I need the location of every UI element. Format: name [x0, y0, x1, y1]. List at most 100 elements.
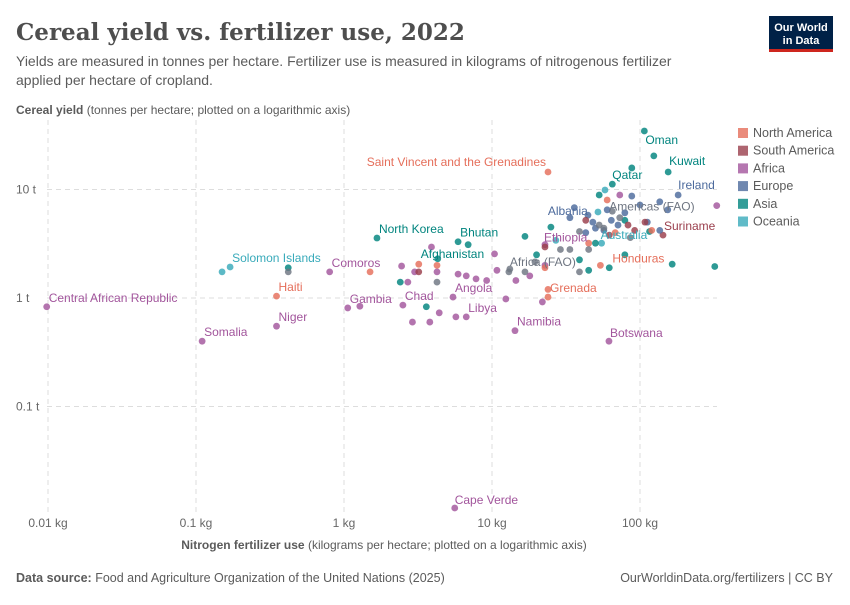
data-point[interactable]	[607, 216, 615, 224]
legend-item-na[interactable]: North America	[738, 126, 832, 140]
data-point[interactable]	[502, 295, 510, 303]
data-point[interactable]	[570, 204, 578, 212]
source-url-link[interactable]: OurWorldinData.org/fertilizers | CC BY	[620, 571, 833, 585]
data-point[interactable]	[628, 164, 636, 172]
legend-item-af[interactable]: Africa	[738, 161, 785, 175]
data-point[interactable]	[491, 250, 498, 258]
data-point[interactable]	[600, 224, 608, 232]
data-point[interactable]	[422, 303, 430, 311]
data-point[interactable]	[557, 246, 564, 253]
data-point[interactable]	[521, 232, 529, 240]
data-point-afghanistan[interactable]	[434, 255, 442, 263]
data-point[interactable]	[452, 313, 460, 321]
data-point[interactable]	[541, 243, 549, 251]
data-point[interactable]	[621, 209, 629, 217]
data-point[interactable]	[594, 208, 602, 216]
data-point-qatar[interactable]	[608, 180, 616, 188]
data-point[interactable]	[541, 264, 549, 272]
data-point[interactable]	[493, 266, 501, 274]
legend-item-oc[interactable]: Oceania	[738, 215, 800, 229]
data-point-libya[interactable]	[462, 313, 470, 321]
data-point-kuwait[interactable]	[664, 168, 672, 176]
data-point-solomon-islands[interactable]	[226, 263, 234, 271]
data-point[interactable]	[621, 216, 629, 224]
legend-item-sa[interactable]: South America	[738, 144, 834, 158]
data-point[interactable]	[616, 191, 624, 199]
data-point-australia[interactable]	[598, 239, 605, 247]
data-point[interactable]	[409, 318, 416, 326]
data-point[interactable]	[396, 278, 404, 286]
data-point[interactable]	[582, 216, 590, 224]
data-point[interactable]	[433, 261, 441, 269]
data-point[interactable]	[713, 202, 721, 210]
data-point[interactable]	[605, 264, 613, 272]
data-point[interactable]	[601, 186, 609, 194]
data-point-north-korea[interactable]	[373, 234, 381, 242]
data-point[interactable]	[603, 206, 611, 214]
data-point[interactable]	[538, 298, 546, 306]
data-point[interactable]	[584, 211, 592, 219]
data-point-grenada[interactable]	[544, 293, 552, 301]
data-point[interactable]	[628, 192, 636, 200]
data-point-angola[interactable]	[449, 293, 457, 301]
data-point[interactable]	[621, 251, 629, 259]
data-point[interactable]	[531, 258, 539, 266]
data-point-niger[interactable]	[273, 322, 280, 330]
data-point[interactable]	[512, 277, 520, 284]
legend-item-eu[interactable]: Europe	[738, 179, 793, 193]
data-point[interactable]	[611, 229, 619, 237]
data-point[interactable]	[404, 278, 412, 286]
data-point-haiti[interactable]	[273, 292, 280, 300]
data-point-namibia[interactable]	[511, 327, 519, 335]
data-point-bhutan[interactable]	[454, 238, 462, 246]
data-point-comoros[interactable]	[326, 268, 334, 276]
data-point[interactable]	[526, 272, 534, 280]
owid-logo[interactable]: Our World in Data	[769, 16, 833, 52]
data-point[interactable]	[415, 268, 423, 276]
data-point[interactable]	[284, 268, 292, 276]
legend-item-as[interactable]: Asia	[738, 197, 777, 211]
data-point[interactable]	[650, 152, 658, 160]
data-point[interactable]	[576, 256, 583, 264]
data-point[interactable]	[576, 268, 583, 276]
data-point-saint-vincent-and-the-grenadines[interactable]	[544, 168, 552, 176]
data-point[interactable]	[656, 198, 664, 206]
data-point[interactable]	[428, 243, 435, 251]
data-point[interactable]	[711, 263, 719, 270]
data-point[interactable]	[624, 221, 632, 229]
data-point-ireland[interactable]	[674, 191, 682, 199]
data-point-americas-fao-[interactable]	[608, 207, 616, 215]
data-point[interactable]	[585, 246, 593, 253]
data-point[interactable]	[433, 268, 441, 276]
data-point-botswana[interactable]	[605, 337, 613, 345]
data-point[interactable]	[656, 226, 664, 234]
data-point[interactable]	[582, 229, 590, 237]
data-point-somalia[interactable]	[198, 337, 206, 345]
data-point-central-african-republic[interactable]	[43, 303, 51, 311]
data-point[interactable]	[521, 268, 529, 276]
data-point[interactable]	[668, 260, 676, 268]
data-point[interactable]	[505, 268, 513, 276]
data-point[interactable]	[454, 270, 462, 278]
data-point[interactable]	[641, 218, 649, 226]
data-point[interactable]	[592, 239, 599, 247]
data-point[interactable]	[585, 239, 593, 247]
data-point[interactable]	[366, 268, 374, 276]
data-point[interactable]	[631, 226, 639, 234]
data-point[interactable]	[547, 223, 555, 231]
data-point[interactable]	[218, 268, 226, 276]
data-point[interactable]	[595, 191, 603, 199]
data-point[interactable]	[472, 275, 480, 283]
data-point[interactable]	[426, 318, 434, 326]
data-point[interactable]	[626, 234, 634, 242]
data-point[interactable]	[576, 228, 583, 235]
data-point[interactable]	[605, 231, 613, 239]
data-point[interactable]	[552, 236, 560, 244]
data-point[interactable]	[483, 277, 491, 284]
data-point[interactable]	[664, 206, 672, 214]
data-point[interactable]	[603, 196, 611, 204]
data-point-honduras[interactable]	[596, 261, 604, 269]
data-point[interactable]	[464, 241, 472, 249]
data-point-albania[interactable]	[589, 218, 597, 226]
data-point[interactable]	[566, 246, 574, 253]
